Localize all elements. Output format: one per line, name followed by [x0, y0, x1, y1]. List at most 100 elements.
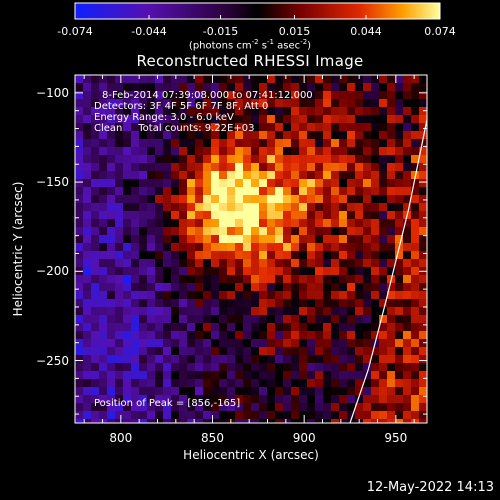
- heatmap-cell: [315, 195, 323, 203]
- heatmap-cell: [211, 83, 219, 91]
- heatmap-cell: [331, 371, 339, 379]
- heatmap-cell: [395, 211, 403, 219]
- colorbar-tick-label: 0.044: [350, 25, 382, 38]
- heatmap-cell: [291, 387, 299, 395]
- heatmap-cell: [403, 195, 411, 203]
- heatmap-cell: [147, 331, 155, 339]
- heatmap-cell: [235, 155, 243, 163]
- heatmap-cell: [219, 203, 227, 211]
- heatmap-cell: [75, 123, 83, 131]
- heatmap-cell: [315, 339, 323, 347]
- heatmap-cell: [299, 411, 307, 419]
- heatmap-cell: [243, 219, 251, 227]
- heatmap-cell: [99, 139, 107, 147]
- heatmap-cell: [411, 243, 419, 251]
- heatmap-cell: [331, 203, 339, 211]
- heatmap-cell: [251, 203, 259, 211]
- heatmap-cell: [99, 219, 107, 227]
- heatmap-cell: [411, 83, 419, 91]
- heatmap-cell: [235, 91, 243, 99]
- heatmap-cell: [347, 363, 355, 371]
- heatmap-cell: [299, 195, 307, 203]
- heatmap-cell: [83, 363, 91, 371]
- heatmap-cell: [371, 99, 379, 107]
- heatmap-cell: [235, 83, 243, 91]
- heatmap-cell: [203, 131, 211, 139]
- heatmap-cell: [419, 123, 427, 131]
- heatmap-cell: [131, 203, 139, 211]
- heatmap-cell: [259, 179, 267, 187]
- heatmap-cell: [203, 283, 211, 291]
- heatmap-cell: [355, 395, 363, 403]
- heatmap-cell: [395, 107, 403, 115]
- heatmap-cell: [187, 331, 195, 339]
- heatmap-cell: [307, 179, 315, 187]
- heatmap-cell: [323, 339, 331, 347]
- heatmap-cell: [395, 163, 403, 171]
- heatmap-cell: [171, 387, 179, 395]
- heatmap-cell: [371, 219, 379, 227]
- heatmap-cell: [219, 243, 227, 251]
- heatmap-cell: [283, 339, 291, 347]
- heatmap-cell: [323, 419, 331, 423]
- heatmap-cell: [403, 75, 411, 83]
- heatmap-cell: [171, 195, 179, 203]
- heatmap-cell: [75, 395, 83, 403]
- heatmap-cell: [283, 323, 291, 331]
- heatmap-cell: [411, 395, 419, 403]
- heatmap-cell: [403, 219, 411, 227]
- heatmap-cell: [347, 395, 355, 403]
- heatmap-cell: [299, 235, 307, 243]
- heatmap-cell: [155, 163, 163, 171]
- heatmap-cell: [235, 315, 243, 323]
- heatmap-cell: [179, 283, 187, 291]
- heatmap-cell: [403, 291, 411, 299]
- heatmap-cell: [171, 379, 179, 387]
- heatmap-cell: [411, 235, 419, 243]
- heatmap-cell: [291, 163, 299, 171]
- heatmap-cell: [275, 259, 283, 267]
- heatmap-cell: [339, 307, 347, 315]
- heatmap-cell: [251, 179, 259, 187]
- heatmap-cell: [107, 419, 115, 423]
- heatmap-cell: [107, 147, 115, 155]
- heatmap-cell: [395, 171, 403, 179]
- heatmap-cell: [91, 99, 99, 107]
- heatmap-cell: [355, 235, 363, 243]
- heatmap-cell: [323, 155, 331, 163]
- heatmap-cell: [115, 123, 123, 131]
- heatmap-cell: [355, 179, 363, 187]
- heatmap-cell: [251, 243, 259, 251]
- heatmap-cell: [107, 139, 115, 147]
- heatmap-cell: [291, 411, 299, 419]
- heatmap-cell: [299, 267, 307, 275]
- heatmap-cell: [139, 323, 147, 331]
- heatmap-cell: [267, 131, 275, 139]
- heatmap-cell: [163, 131, 171, 139]
- heatmap-cell: [243, 123, 251, 131]
- heatmap-cell: [131, 307, 139, 315]
- heatmap-cell: [411, 171, 419, 179]
- heatmap-cell: [395, 195, 403, 203]
- heatmap-cell: [259, 235, 267, 243]
- heatmap-cell: [139, 379, 147, 387]
- heatmap-cell: [403, 283, 411, 291]
- heatmap-cell: [299, 107, 307, 115]
- heatmap-cell: [219, 347, 227, 355]
- heatmap-cell: [219, 147, 227, 155]
- heatmap-cell: [147, 99, 155, 107]
- heatmap-cell: [187, 323, 195, 331]
- heatmap-cell: [243, 411, 251, 419]
- heatmap-cell: [355, 275, 363, 283]
- heatmap-cell: [131, 115, 139, 123]
- heatmap-cell: [123, 115, 131, 123]
- heatmap-cell: [403, 419, 411, 423]
- heatmap-cell: [307, 83, 315, 91]
- heatmap-cell: [355, 267, 363, 275]
- heatmap-cell: [323, 163, 331, 171]
- heatmap-cell: [131, 355, 139, 363]
- heatmap-cell: [99, 403, 107, 411]
- heatmap-cell: [179, 363, 187, 371]
- heatmap-cell: [195, 155, 203, 163]
- heatmap-cell: [203, 403, 211, 411]
